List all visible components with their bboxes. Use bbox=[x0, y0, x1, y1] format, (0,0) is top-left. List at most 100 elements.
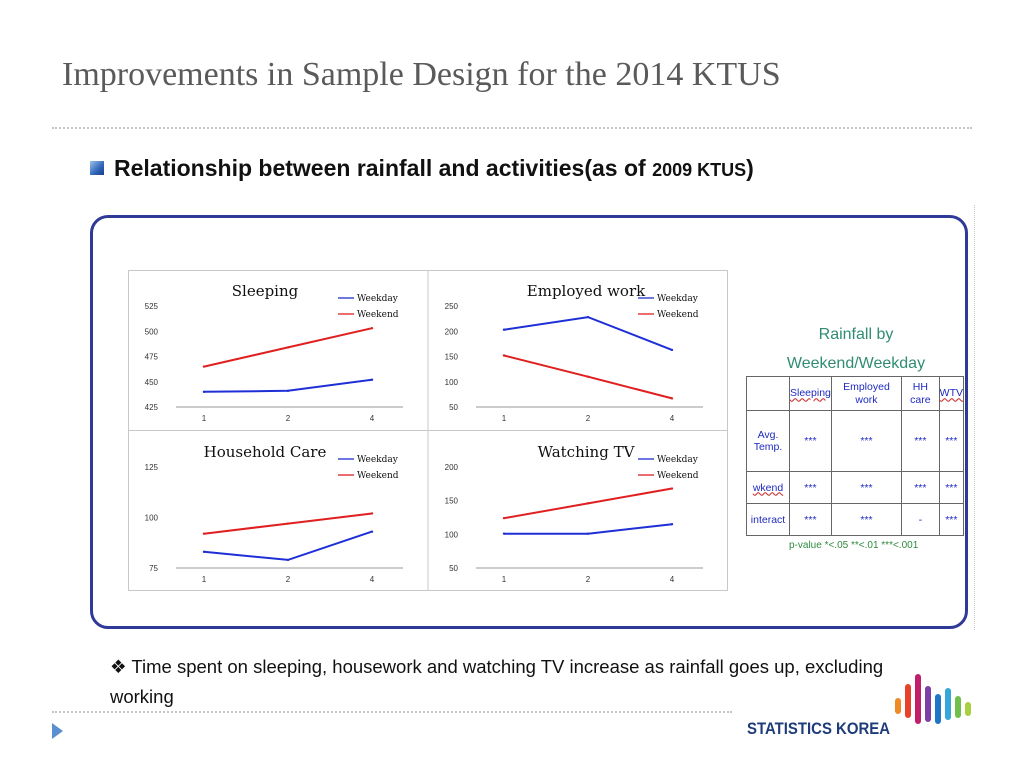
diamond-bullet-icon: ❖ bbox=[110, 656, 127, 677]
data-point bbox=[670, 487, 674, 490]
data-point bbox=[202, 365, 206, 368]
table-row-label: Avg. Temp. bbox=[746, 409, 790, 473]
x-tick-label: 1 bbox=[502, 414, 507, 423]
y-tick-label: 150 bbox=[445, 353, 459, 362]
table-row-label: wkend bbox=[746, 471, 790, 505]
table-cell: *** bbox=[901, 471, 940, 505]
footer-divider bbox=[52, 711, 732, 713]
y-tick-label: 100 bbox=[445, 530, 459, 539]
legend-label: Weekend bbox=[657, 310, 699, 320]
y-tick-label: 425 bbox=[145, 403, 159, 412]
data-point bbox=[202, 550, 206, 554]
y-tick-label: 475 bbox=[145, 353, 159, 362]
data-point bbox=[370, 530, 374, 533]
table-cell: *** bbox=[938, 471, 965, 505]
table-cell: *** bbox=[789, 409, 832, 473]
y-tick-label: 100 bbox=[145, 514, 159, 523]
y-tick-label: 50 bbox=[449, 564, 458, 573]
table-header-corner bbox=[746, 376, 790, 411]
data-point bbox=[286, 389, 290, 393]
title-divider bbox=[52, 127, 972, 129]
data-point bbox=[370, 378, 374, 381]
x-tick-label: 1 bbox=[502, 575, 507, 584]
data-point bbox=[502, 516, 506, 520]
table-cell: *** bbox=[901, 409, 940, 473]
table-header-cell: HH care bbox=[901, 376, 940, 411]
table-cell: *** bbox=[789, 503, 832, 536]
chart-panel: 50 100 150 200 250 1 2 4 Employed work Weekday Wee… bbox=[445, 282, 703, 423]
data-point bbox=[202, 390, 206, 394]
data-point bbox=[502, 354, 506, 357]
table-header-cell: WTV bbox=[938, 376, 965, 411]
section-heading-close: ) bbox=[746, 155, 754, 181]
table-cell: - bbox=[901, 503, 940, 536]
x-tick-label: 4 bbox=[370, 414, 375, 423]
logo-bar bbox=[895, 698, 901, 714]
data-point bbox=[670, 523, 674, 526]
table-cell: *** bbox=[830, 503, 903, 536]
section-heading-text: Relationship between rainfall and activi… bbox=[114, 155, 653, 181]
data-point bbox=[586, 532, 590, 535]
data-point bbox=[286, 522, 290, 525]
data-point bbox=[586, 375, 590, 378]
data-point bbox=[370, 512, 374, 515]
x-tick-label: 2 bbox=[286, 575, 291, 584]
x-tick-label: 1 bbox=[202, 414, 207, 423]
next-slide-arrow-icon[interactable] bbox=[52, 723, 63, 739]
y-tick-label: 500 bbox=[145, 327, 159, 336]
p-value-footnote: p-value *<.05 **<.01 ***<.001 bbox=[789, 540, 919, 551]
chart-title: Employed work bbox=[527, 282, 646, 300]
table-cell: *** bbox=[830, 409, 903, 473]
table-header-cell: Employed work bbox=[830, 376, 903, 411]
x-tick-label: 2 bbox=[286, 414, 291, 423]
conclusion-note: ❖ Time spent on sleeping, housework and … bbox=[110, 652, 900, 712]
y-tick-label: 200 bbox=[445, 327, 459, 336]
table-row-label: interact bbox=[746, 503, 790, 536]
table-row: interact *** *** - *** bbox=[746, 503, 965, 536]
rainfall-table-title-line1: Rainfall by bbox=[818, 326, 894, 343]
legend-label: Weekend bbox=[657, 471, 699, 481]
legend-label: Weekday bbox=[657, 455, 699, 465]
legend-label: Weekend bbox=[357, 310, 399, 320]
table-header-cell: Sleeping bbox=[789, 376, 832, 411]
table-cell: *** bbox=[938, 503, 965, 536]
y-tick-label: 450 bbox=[145, 378, 159, 387]
x-tick-label: 4 bbox=[670, 414, 675, 423]
legend-label: Weekend bbox=[357, 471, 399, 481]
table-header-row: Sleeping Employed work HH care WTV bbox=[746, 376, 965, 411]
data-point bbox=[286, 558, 290, 562]
table-cell: *** bbox=[789, 471, 832, 505]
x-tick-label: 2 bbox=[586, 575, 591, 584]
logo-bar bbox=[945, 688, 951, 720]
slide-title: Improvements in Sample Design for the 20… bbox=[62, 56, 781, 93]
chart-title: Household Care bbox=[204, 443, 327, 461]
y-tick-label: 50 bbox=[449, 403, 458, 412]
logo-bar bbox=[965, 702, 971, 716]
data-point bbox=[370, 327, 374, 330]
table-cell: *** bbox=[830, 471, 903, 505]
chart-title: Watching TV bbox=[538, 443, 636, 461]
y-tick-label: 150 bbox=[445, 497, 459, 506]
chart-panel: 50 100 150 200 1 2 4 Watching TV Weekday Weekend bbox=[445, 443, 703, 584]
section-heading: Relationship between rainfall and activi… bbox=[90, 155, 754, 182]
data-point bbox=[670, 348, 674, 352]
x-tick-label: 4 bbox=[670, 575, 675, 584]
table-row: wkend *** *** *** *** bbox=[746, 471, 965, 505]
chart-title: Sleeping bbox=[232, 282, 299, 300]
statistics-korea-logo: STATISTICS KOREA bbox=[747, 674, 971, 738]
logo-bar bbox=[905, 684, 911, 718]
logo-bar bbox=[915, 674, 921, 724]
chart-panel: 425 450 475 500 525 1 2 4 Sleeping Weekday Weekend bbox=[145, 282, 403, 423]
data-point bbox=[286, 346, 290, 349]
x-tick-label: 1 bbox=[202, 575, 207, 584]
logo-bar bbox=[935, 694, 941, 724]
data-point bbox=[502, 532, 506, 535]
y-tick-label: 75 bbox=[149, 564, 158, 573]
y-tick-label: 100 bbox=[445, 378, 459, 387]
y-tick-label: 200 bbox=[445, 463, 459, 472]
panel-edge-guide bbox=[974, 205, 975, 630]
logo-bar bbox=[925, 686, 931, 722]
y-tick-label: 125 bbox=[145, 463, 159, 472]
conclusion-text: Time spent on sleeping, housework and wa… bbox=[110, 656, 884, 707]
